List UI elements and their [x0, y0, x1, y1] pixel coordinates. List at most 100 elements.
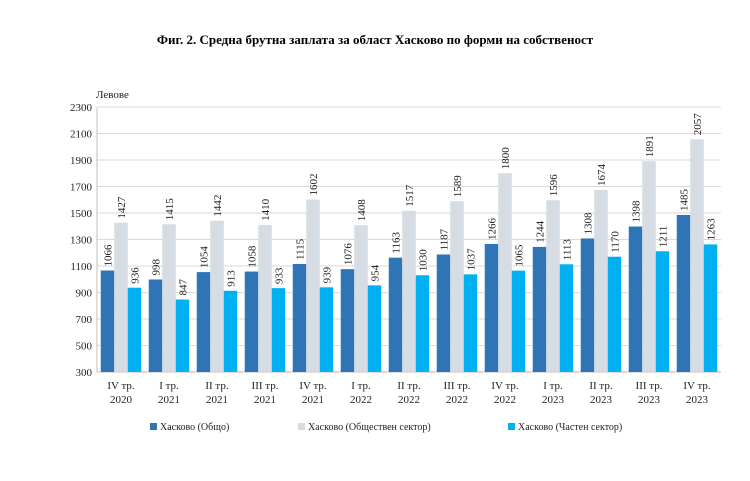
data-label: 1415	[164, 198, 176, 221]
bar	[258, 224, 272, 372]
data-label: 1308	[583, 212, 595, 235]
x-tick-label-year: 2022	[494, 394, 516, 406]
bar	[498, 173, 512, 372]
data-label: 1427	[116, 196, 128, 219]
x-tick-label: IV тр.	[491, 380, 519, 392]
data-label: 1263	[706, 218, 718, 241]
legend-swatch	[150, 423, 157, 430]
bar	[210, 220, 224, 372]
bar	[271, 288, 286, 372]
data-label: 1398	[631, 200, 643, 223]
bar	[532, 246, 547, 372]
data-label: 1066	[103, 244, 115, 267]
bar	[196, 272, 211, 372]
x-tick-label: I тр.	[543, 380, 563, 392]
y-tick-label: 2100	[70, 129, 93, 141]
bar	[319, 287, 334, 372]
bar	[340, 269, 355, 372]
legend-swatch	[298, 423, 305, 430]
x-tick-label-year: 2023	[542, 394, 565, 406]
bar	[580, 238, 595, 372]
y-tick-label: 900	[76, 288, 93, 300]
y-tick-label: 1500	[70, 208, 93, 220]
bar	[642, 161, 656, 372]
legend-label: Хасково (Частен сектор)	[518, 422, 622, 433]
data-label: 1891	[644, 135, 656, 157]
y-tick-label: 1100	[70, 261, 92, 273]
bar	[367, 285, 382, 372]
data-label: 1054	[199, 246, 211, 269]
data-label: 1800	[500, 147, 512, 170]
data-label: 1517	[404, 184, 416, 207]
data-label: 954	[370, 264, 382, 281]
bar	[559, 264, 574, 372]
bar	[607, 256, 622, 372]
x-tick-label-year: 2022	[446, 394, 468, 406]
bar	[450, 201, 464, 372]
bar	[436, 254, 451, 372]
bar	[546, 200, 560, 372]
x-tick-label: II тр.	[397, 380, 421, 392]
data-label: 1170	[610, 231, 622, 253]
x-tick-label-year: 2022	[350, 394, 372, 406]
x-tick-label: IV тр.	[107, 380, 135, 392]
x-tick-label: III тр.	[444, 380, 471, 392]
legend-swatch	[508, 423, 515, 430]
y-tick-label: 300	[76, 367, 93, 379]
bar	[127, 287, 142, 372]
x-tick-label: IV тр.	[299, 380, 327, 392]
x-tick-label-year: 2021	[254, 394, 276, 406]
legend-label: Хасково (Обществен сектор)	[308, 422, 431, 433]
bar	[628, 226, 643, 372]
x-tick-label-year: 2023	[638, 394, 661, 406]
data-label: 1163	[391, 232, 403, 254]
x-tick-label-year: 2021	[158, 394, 180, 406]
bar	[244, 271, 259, 372]
y-axis-label: Левове	[96, 89, 129, 101]
x-tick-label-year: 2021	[302, 394, 324, 406]
data-label: 1596	[548, 174, 560, 197]
bar	[388, 257, 403, 372]
x-tick-label-year: 2020	[110, 394, 133, 406]
x-tick-label: I тр.	[351, 380, 371, 392]
data-label: 1030	[418, 249, 430, 272]
chart-title: Фиг. 2. Средна брутна заплата за област …	[157, 32, 594, 47]
data-label: 1058	[247, 245, 259, 268]
data-label: 1211	[658, 226, 670, 248]
data-label: 913	[226, 270, 238, 287]
bar	[415, 275, 430, 372]
y-tick-label: 500	[76, 341, 93, 353]
data-label: 1589	[452, 175, 464, 198]
bar	[463, 274, 478, 372]
bar	[148, 279, 163, 372]
data-label: 1485	[679, 188, 691, 211]
x-tick-label: II тр.	[589, 380, 613, 392]
x-tick-label: III тр.	[252, 380, 279, 392]
bar	[306, 199, 320, 372]
bar	[484, 244, 499, 372]
data-label: 2057	[692, 113, 704, 136]
legend-label: Хасково (Общо)	[160, 422, 229, 433]
data-label: 847	[178, 279, 190, 296]
data-label: 936	[130, 267, 142, 284]
data-label: 1266	[487, 218, 499, 241]
x-tick-label: II тр.	[205, 380, 229, 392]
bar	[402, 210, 416, 372]
bar	[114, 222, 128, 372]
data-label: 1244	[535, 220, 547, 243]
data-label: 1408	[356, 199, 368, 222]
x-tick-label: III тр.	[636, 380, 663, 392]
x-tick-label-year: 2023	[686, 394, 709, 406]
data-label: 1076	[343, 243, 355, 266]
bar	[223, 290, 238, 372]
data-label: 1113	[562, 239, 574, 261]
y-tick-label: 1700	[70, 182, 93, 194]
data-label: 1065	[514, 244, 526, 267]
data-label: 939	[322, 266, 334, 283]
y-tick-label: 2300	[70, 102, 93, 114]
data-label: 1115	[295, 238, 307, 260]
y-tick-label: 700	[76, 314, 93, 326]
data-label: 1442	[212, 195, 224, 217]
x-tick-label: IV тр.	[683, 380, 711, 392]
